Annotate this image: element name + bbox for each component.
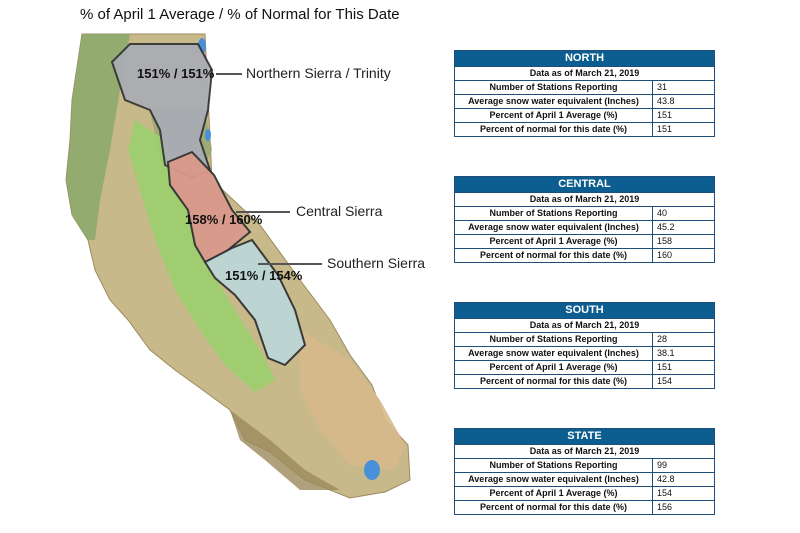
row-value: 31 [652, 80, 715, 95]
table-header: STATE [454, 428, 715, 445]
row-label: Percent of April 1 Average (%) [454, 486, 653, 501]
table-row: Percent of April 1 Average (%) 154 [454, 486, 715, 501]
table-header: SOUTH [454, 302, 715, 319]
lake-east [205, 129, 211, 141]
row-value: 45.2 [652, 220, 715, 235]
north-region-percent: 151% / 151% [137, 66, 215, 81]
table-row: Average snow water equivalent (Inches) 38… [454, 346, 715, 361]
south-region-name: Southern Sierra [327, 255, 426, 271]
row-label: Average snow water equivalent (Inches) [454, 472, 653, 487]
row-label: Percent of normal for this date (%) [454, 248, 653, 263]
page-title: % of April 1 Average / % of Normal for T… [80, 6, 400, 23]
row-label: Number of Stations Reporting [454, 332, 653, 347]
socal-terrain [230, 410, 340, 490]
row-label: Percent of April 1 Average (%) [454, 360, 653, 375]
row-value: 151 [652, 360, 715, 375]
table-row: Percent of normal for this date (%) 154 [454, 374, 715, 389]
table-row: Percent of April 1 Average (%) 151 [454, 108, 715, 123]
row-label: Number of Stations Reporting [454, 206, 653, 221]
north-stats-table: NORTH Data as of March 21, 2019 Number o… [454, 50, 715, 137]
table-as-of: Data as of March 21, 2019 [454, 192, 715, 207]
table-row: Average snow water equivalent (Inches) 43… [454, 94, 715, 109]
region-south [203, 238, 307, 367]
row-value: 43.8 [652, 94, 715, 109]
table-row: Average snow water equivalent (Inches) 42… [454, 472, 715, 487]
south-leader-line [258, 263, 322, 265]
state-stats-table: STATE Data as of March 21, 2019 Number o… [454, 428, 715, 515]
north-leader-line [216, 73, 242, 75]
table-header: CENTRAL [454, 176, 715, 193]
row-value: 40 [652, 206, 715, 221]
row-label: Number of Stations Reporting [454, 458, 653, 473]
row-value: 42.8 [652, 472, 715, 487]
table-row: Percent of April 1 Average (%) 151 [454, 360, 715, 375]
table-row: Number of Stations Reporting 31 [454, 80, 715, 95]
central-region-name: Central Sierra [296, 203, 383, 219]
row-value: 38.1 [652, 346, 715, 361]
table-row: Number of Stations Reporting 28 [454, 332, 715, 347]
row-value: 158 [652, 234, 715, 249]
south-stats-table: SOUTH Data as of March 21, 2019 Number o… [454, 302, 715, 389]
central-stats-table: CENTRAL Data as of March 21, 2019 Number… [454, 176, 715, 263]
row-value: 151 [652, 108, 715, 123]
table-row: Number of Stations Reporting 99 [454, 458, 715, 473]
north-region-name: Northern Sierra / Trinity [246, 65, 391, 81]
table-row: Percent of April 1 Average (%) 158 [454, 234, 715, 249]
table-as-of: Data as of March 21, 2019 [454, 318, 715, 333]
row-value: 154 [652, 486, 715, 501]
row-label: Average snow water equivalent (Inches) [454, 94, 653, 109]
desert-terrain [300, 330, 405, 470]
table-as-of: Data as of March 21, 2019 [454, 444, 715, 459]
central-leader-line [236, 211, 290, 213]
south-region-percent: 151% / 154% [225, 268, 303, 283]
row-value: 154 [652, 374, 715, 389]
coast-terrain [66, 34, 130, 240]
table-row: Percent of normal for this date (%) 156 [454, 500, 715, 515]
table-header: NORTH [454, 50, 715, 67]
table-row: Percent of normal for this date (%) 160 [454, 248, 715, 263]
row-label: Percent of normal for this date (%) [454, 122, 653, 137]
row-label: Percent of April 1 Average (%) [454, 234, 653, 249]
salton-sea [364, 460, 380, 480]
row-label: Percent of normal for this date (%) [454, 374, 653, 389]
row-label: Number of Stations Reporting [454, 80, 653, 95]
table-row: Average snow water equivalent (Inches) 45… [454, 220, 715, 235]
row-value: 151 [652, 122, 715, 137]
row-label: Average snow water equivalent (Inches) [454, 346, 653, 361]
row-value: 28 [652, 332, 715, 347]
row-label: Average snow water equivalent (Inches) [454, 220, 653, 235]
map-graphic [65, 33, 411, 499]
table-row: Percent of normal for this date (%) 151 [454, 122, 715, 137]
row-value: 160 [652, 248, 715, 263]
row-label: Percent of April 1 Average (%) [454, 108, 653, 123]
row-value: 99 [652, 458, 715, 473]
row-value: 156 [652, 500, 715, 515]
california-map: 151% / 151% Northern Sierra / Trinity 15… [65, 33, 426, 499]
table-as-of: Data as of March 21, 2019 [454, 66, 715, 81]
central-region-percent: 158% / 160% [185, 212, 263, 227]
table-row: Number of Stations Reporting 40 [454, 206, 715, 221]
row-label: Percent of normal for this date (%) [454, 500, 653, 515]
